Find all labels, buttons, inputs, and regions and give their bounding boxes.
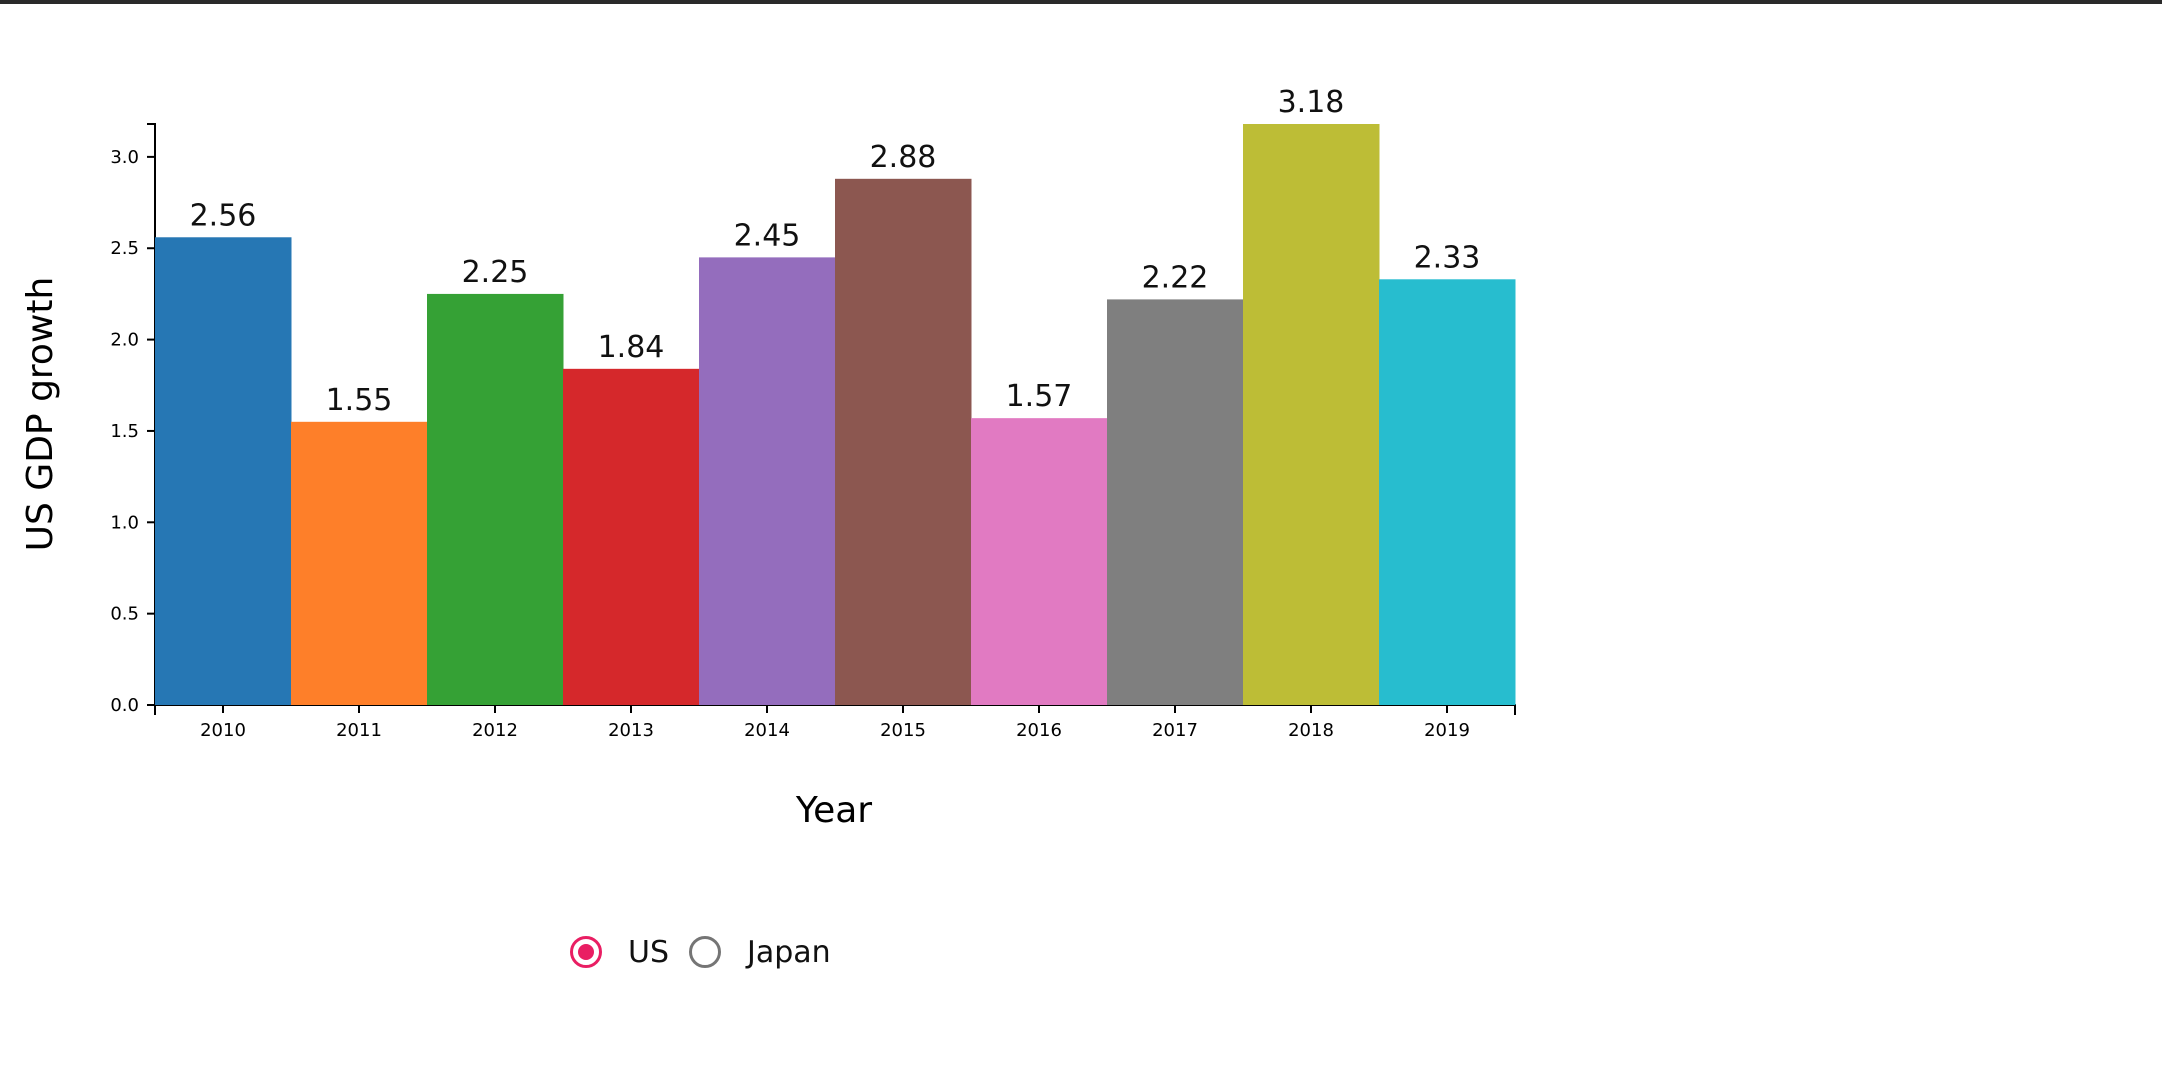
bar-2017 bbox=[1107, 299, 1244, 705]
bars bbox=[155, 124, 1516, 705]
bar-2014 bbox=[699, 257, 836, 705]
y-axis-line bbox=[147, 123, 156, 706]
radio-japan-icon[interactable] bbox=[689, 936, 722, 968]
bar-chart: 0.00.51.01.52.02.53.0 2010 2011 2012 2013 20… bbox=[20, 85, 1516, 831]
bar-value-label-2018: 3.18 bbox=[1278, 85, 1345, 120]
x-tick-label-2016: 2016 bbox=[1016, 720, 1062, 741]
y-tick-label: 1.5 bbox=[110, 421, 139, 442]
y-tick-label: 2.5 bbox=[110, 238, 139, 259]
bar-value-label-2019: 2.33 bbox=[1414, 240, 1481, 275]
bar-2019 bbox=[1379, 279, 1516, 705]
x-tick-label-2010: 2010 bbox=[200, 720, 246, 741]
bar-value-label-2017: 2.22 bbox=[1142, 260, 1209, 295]
bar-2012 bbox=[427, 293, 564, 705]
radio-label-japan: Japan bbox=[747, 934, 831, 970]
x-tick-label-2019: 2019 bbox=[1424, 720, 1470, 741]
x-tick-label-2018: 2018 bbox=[1288, 720, 1334, 741]
x-tick-label-2017: 2017 bbox=[1152, 720, 1198, 741]
y-tick-label: 2.0 bbox=[110, 330, 139, 351]
bar-value-label-2014: 2.45 bbox=[734, 218, 801, 253]
bar-2016 bbox=[971, 418, 1108, 705]
bar-value-label-2015: 2.88 bbox=[870, 140, 937, 175]
radio-label-us: US bbox=[628, 934, 670, 970]
radio-us-icon[interactable] bbox=[570, 936, 602, 968]
bar-2013 bbox=[563, 368, 700, 705]
country-selector: US Japan bbox=[570, 930, 851, 974]
x-axis: 2010 2011 2012 2013 2014 2015 2016 2017 2018 2019 bbox=[154, 704, 1516, 741]
bar-2018 bbox=[1243, 124, 1380, 705]
y-tick-label: 1.0 bbox=[110, 512, 139, 533]
radio-option-japan[interactable]: Japan bbox=[689, 935, 831, 970]
bar-2011 bbox=[291, 421, 428, 705]
y-axis-title: US GDP growth bbox=[20, 277, 61, 552]
x-tick-label-2015: 2015 bbox=[880, 720, 926, 741]
bar-2010 bbox=[155, 237, 292, 705]
y-tick-label: 0.5 bbox=[110, 604, 139, 625]
x-axis-title: Year bbox=[795, 790, 872, 831]
bar-value-label-2016: 1.57 bbox=[1006, 379, 1073, 414]
x-tick-label-2012: 2012 bbox=[472, 720, 518, 741]
x-tick-label-2014: 2014 bbox=[744, 720, 790, 741]
y-tick-label: 3.0 bbox=[110, 147, 139, 168]
radio-option-us[interactable]: US bbox=[570, 935, 669, 970]
bar-2015 bbox=[835, 178, 972, 705]
bar-value-label-2012: 2.25 bbox=[462, 255, 529, 290]
bar-value-label-2011: 1.55 bbox=[326, 383, 393, 418]
bar-value-label-2013: 1.84 bbox=[598, 330, 665, 365]
x-tick-label-2011: 2011 bbox=[336, 720, 382, 741]
top-border bbox=[0, 0, 2162, 4]
y-axis: 0.0 0.5 1.0 1.5 2.0 2.5 3.0 bbox=[110, 123, 156, 716]
bar-value-label-2010: 2.56 bbox=[190, 198, 257, 233]
bar-labels: 2.56 1.55 2.25 1.84 2.45 2.88 1.57 2.22 3.18 2.33 bbox=[190, 85, 1481, 418]
y-tick-label: 0.0 bbox=[110, 695, 139, 716]
x-tick-label-2013: 2013 bbox=[608, 720, 654, 741]
